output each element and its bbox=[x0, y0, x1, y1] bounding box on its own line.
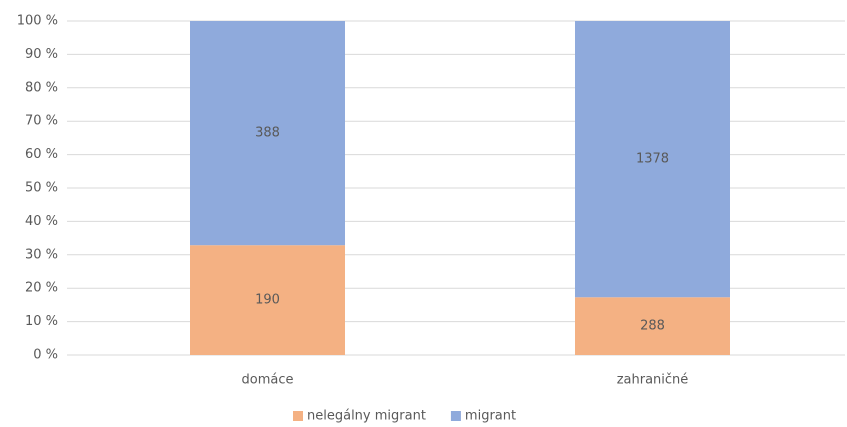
y-tick-label: 0 % bbox=[33, 348, 58, 363]
y-tick-label: 100 % bbox=[17, 14, 58, 29]
y-tick-label: 30 % bbox=[25, 247, 58, 262]
y-tick-label: 70 % bbox=[25, 114, 58, 129]
y-tick-label: 80 % bbox=[25, 80, 58, 95]
data-label: 388 bbox=[255, 126, 280, 141]
bar-segment bbox=[575, 21, 730, 298]
y-tick-label: 10 % bbox=[25, 314, 58, 329]
y-tick-label: 50 % bbox=[25, 181, 58, 196]
data-label: 288 bbox=[640, 319, 665, 334]
data-label: 190 bbox=[255, 293, 280, 308]
bar-segment bbox=[575, 297, 730, 355]
data-label: 1378 bbox=[636, 152, 669, 167]
legend-swatch bbox=[450, 411, 461, 421]
y-tick-label: 40 % bbox=[25, 214, 58, 229]
y-tick-label: 60 % bbox=[25, 147, 58, 162]
bar-segment bbox=[190, 21, 345, 246]
x-tick-label: domáce bbox=[242, 373, 294, 388]
legend-swatch bbox=[293, 411, 303, 421]
legend-label: migrant bbox=[465, 409, 516, 424]
bar-segment bbox=[190, 245, 345, 355]
x-tick-label: zahraničné bbox=[617, 373, 689, 388]
y-tick-label: 90 % bbox=[25, 47, 58, 62]
y-tick-label: 20 % bbox=[25, 281, 58, 296]
legend-label: nelegálny migrant bbox=[307, 409, 426, 424]
